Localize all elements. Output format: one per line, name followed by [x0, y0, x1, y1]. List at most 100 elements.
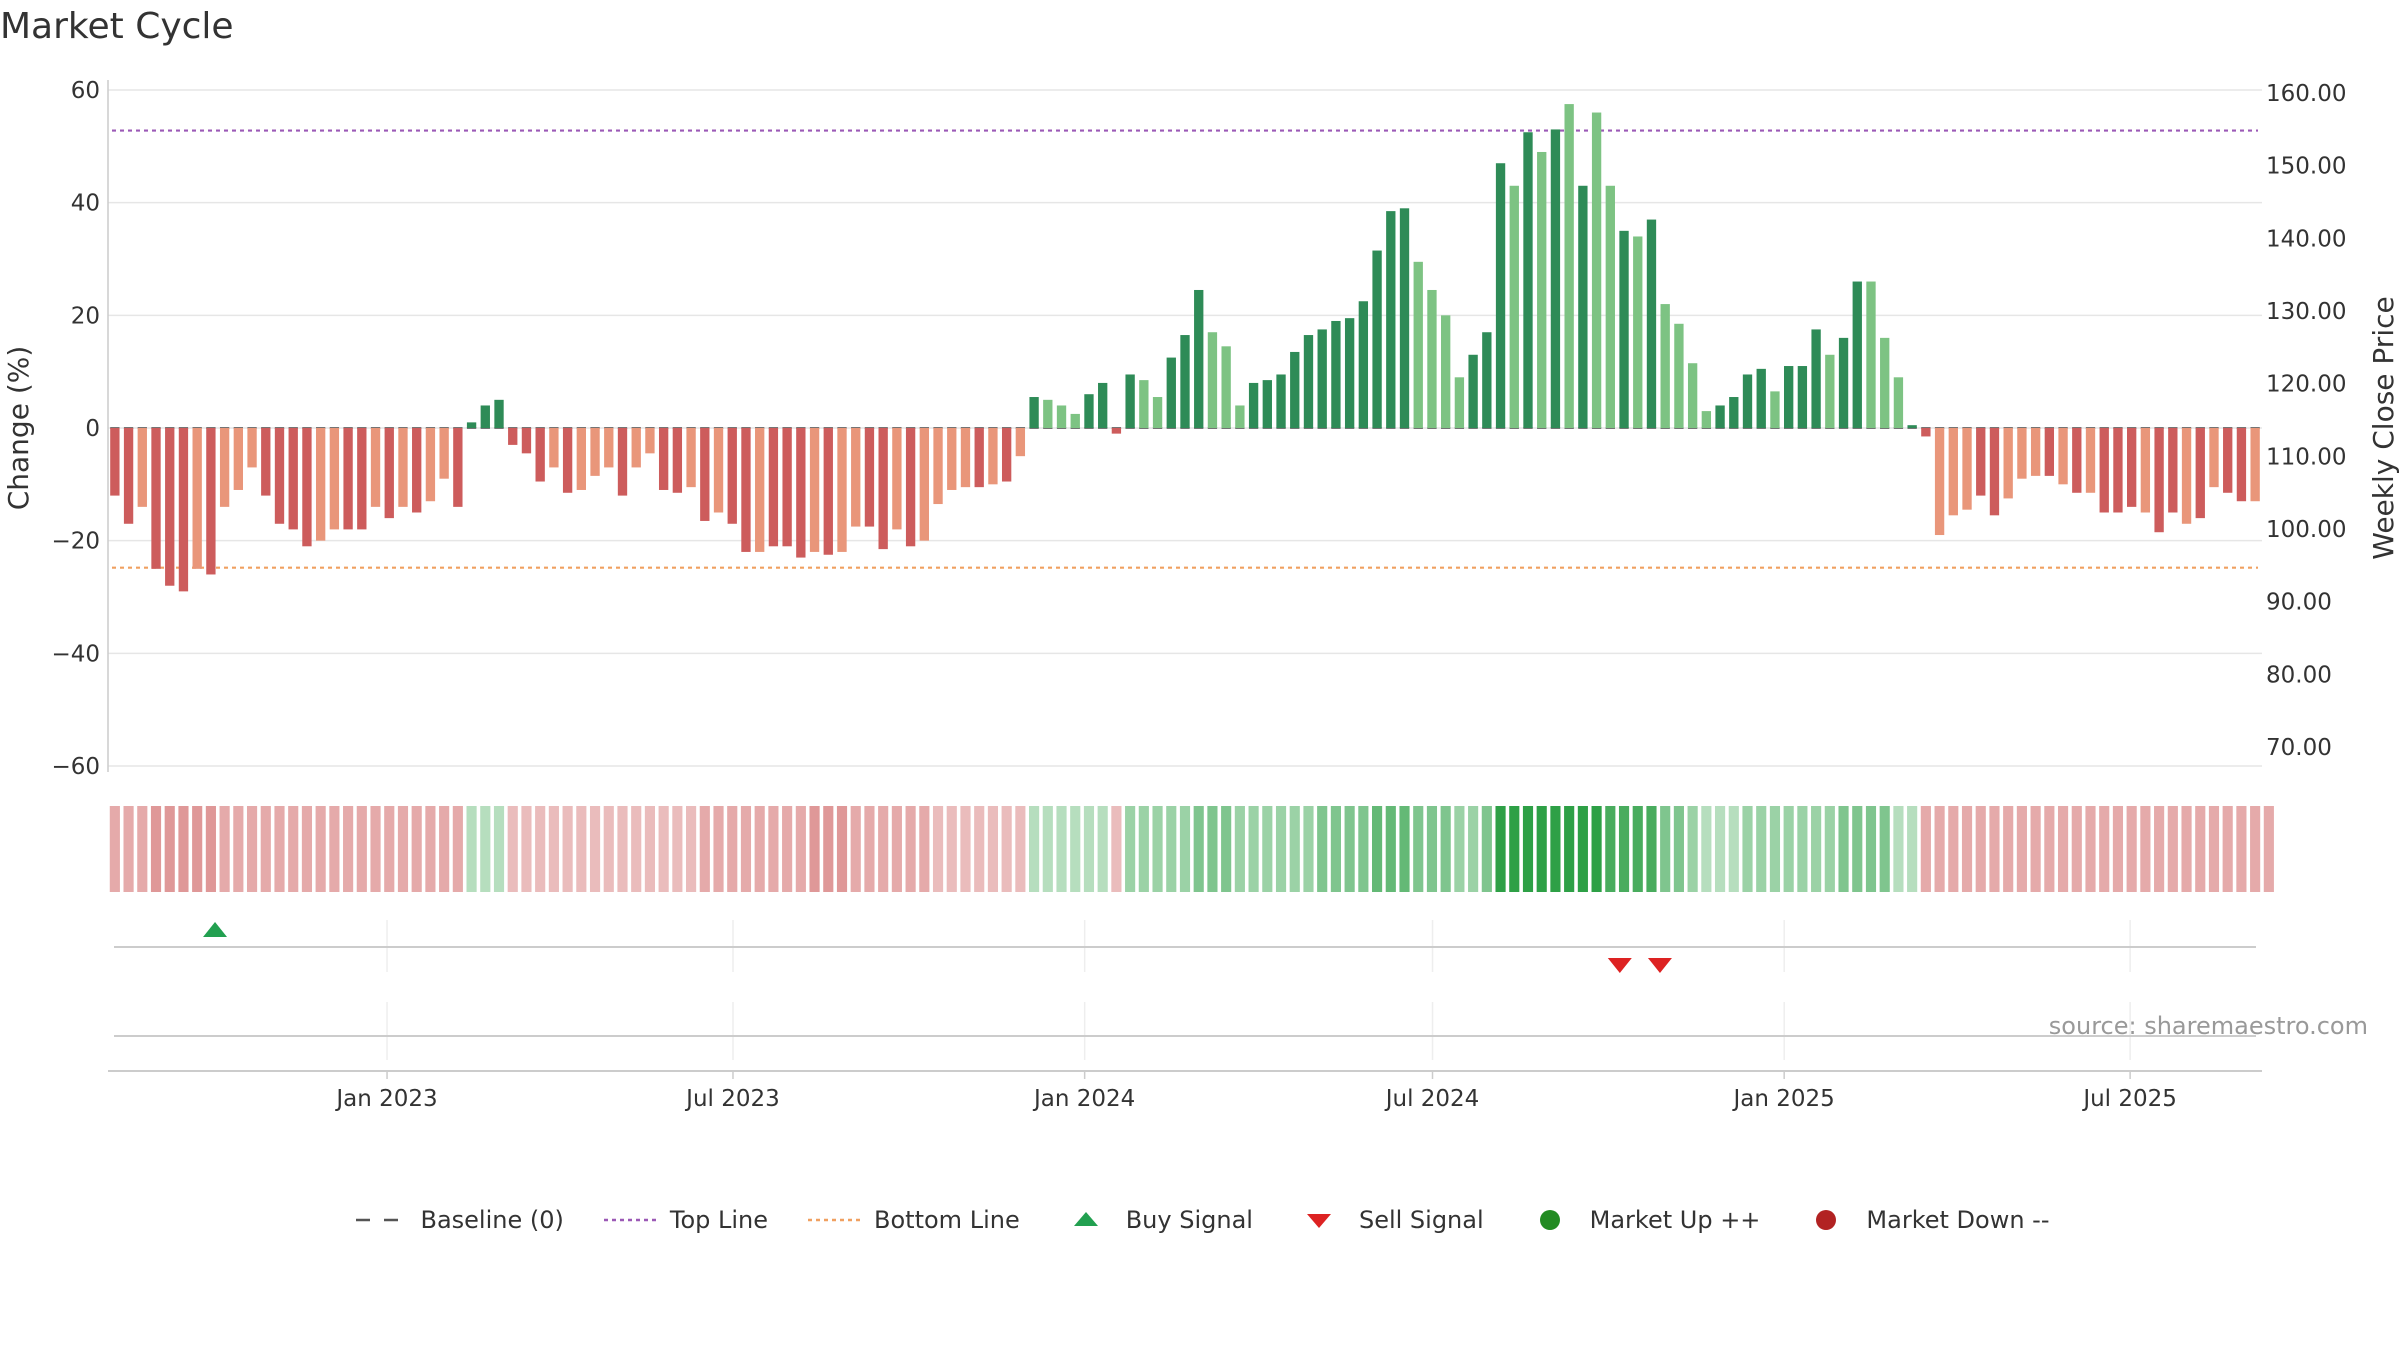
bar — [1441, 315, 1451, 428]
bar — [480, 405, 490, 428]
bar — [165, 428, 175, 586]
heat-cell — [2140, 806, 2151, 892]
heat-cell — [1468, 806, 1479, 892]
heat-cell — [2154, 806, 2165, 892]
heat-cell — [2085, 806, 2096, 892]
bar — [2072, 428, 2082, 493]
bar — [1303, 335, 1314, 428]
heat-cell — [548, 806, 559, 892]
heat-cell — [1824, 806, 1835, 892]
heat-cell — [1275, 806, 1287, 892]
heat-cell — [1632, 806, 1643, 892]
bar — [1880, 337, 1890, 428]
bar — [2044, 428, 2055, 476]
bar — [192, 428, 202, 569]
heat-cell — [562, 806, 573, 892]
heat-cell — [658, 806, 669, 892]
heat-cell — [1234, 806, 1245, 892]
heat-cell — [878, 806, 889, 892]
heat-cell — [589, 806, 601, 892]
bar — [398, 428, 408, 507]
heat-cell — [891, 806, 902, 892]
heat-cell — [850, 806, 861, 892]
bar — [1893, 377, 1904, 428]
bar — [1784, 366, 1794, 428]
heat-cell — [1701, 806, 1712, 892]
bar — [1290, 351, 1300, 428]
bar — [1729, 397, 1739, 428]
bar — [2113, 428, 2123, 513]
y-tick-label: 60 — [71, 78, 100, 104]
dot-orange-icon — [808, 1218, 861, 1222]
heat-cell — [2236, 806, 2247, 892]
heat-cell — [1454, 806, 1465, 892]
bar — [343, 428, 353, 530]
bar — [1386, 211, 1396, 428]
bar — [700, 428, 710, 521]
legend-label: Bottom Line — [874, 1206, 1020, 1234]
heat-cell — [1372, 806, 1383, 892]
heat-cell — [1056, 806, 1067, 892]
heat-cell — [137, 806, 148, 892]
bar — [412, 428, 422, 513]
bar — [1523, 132, 1533, 428]
heat-cell — [1221, 806, 1232, 892]
bar — [384, 428, 394, 519]
bar — [206, 428, 216, 575]
heat-cell — [974, 806, 985, 892]
signal-panel — [108, 920, 2262, 1072]
heat-cell — [1426, 806, 1438, 892]
bar — [1921, 428, 1931, 437]
bar — [151, 428, 161, 569]
heat-cell — [1303, 806, 1314, 892]
x-tick-label: Jul 2023 — [684, 1086, 780, 1112]
heat-cell — [439, 806, 450, 892]
bar — [261, 428, 271, 496]
bar — [2223, 428, 2233, 493]
heat-cell — [2195, 806, 2206, 892]
bar — [2154, 428, 2164, 533]
heat-strip — [109, 806, 2274, 892]
bar — [1125, 374, 1135, 428]
heat-cell — [2044, 806, 2055, 892]
heat-cell — [1577, 806, 1588, 892]
heat-cell — [2126, 806, 2137, 892]
bar — [1934, 428, 1945, 536]
heat-cell — [1687, 806, 1698, 892]
bar — [1756, 368, 1766, 428]
y2-tick-label: 70.00 — [2266, 735, 2332, 761]
heat-cell — [603, 806, 614, 892]
bar — [1605, 185, 1615, 428]
bar — [1907, 425, 1917, 428]
bar — [672, 428, 683, 493]
bar — [1687, 363, 1698, 428]
bar — [1317, 329, 1327, 428]
bar — [1674, 323, 1684, 428]
bar — [508, 428, 518, 445]
bar — [1413, 261, 1423, 428]
bar — [1043, 399, 1053, 428]
bar — [494, 399, 504, 428]
heat-cell — [150, 806, 162, 892]
bar — [878, 428, 888, 550]
bar — [2181, 428, 2192, 524]
heat-cell — [1111, 806, 1122, 892]
buy-signal-marker — [203, 922, 228, 937]
y2-tick-label: 130.00 — [2266, 299, 2346, 325]
heat-cell — [2099, 806, 2110, 892]
legend-item: Top Line — [600, 1205, 768, 1235]
bar — [988, 428, 998, 485]
heat-cell — [1385, 806, 1396, 892]
heat-cell — [521, 806, 532, 892]
heat-cell — [1879, 806, 1890, 892]
heat-cell — [164, 806, 175, 892]
y-tick-label: 0 — [85, 416, 100, 442]
heat-cell — [1399, 806, 1410, 892]
heat-cell — [1166, 806, 1177, 892]
heat-cell — [740, 806, 752, 892]
heat-cell — [301, 806, 313, 892]
heat-cell — [1714, 806, 1726, 892]
heat-cell — [864, 806, 875, 892]
bar — [1962, 428, 1972, 510]
